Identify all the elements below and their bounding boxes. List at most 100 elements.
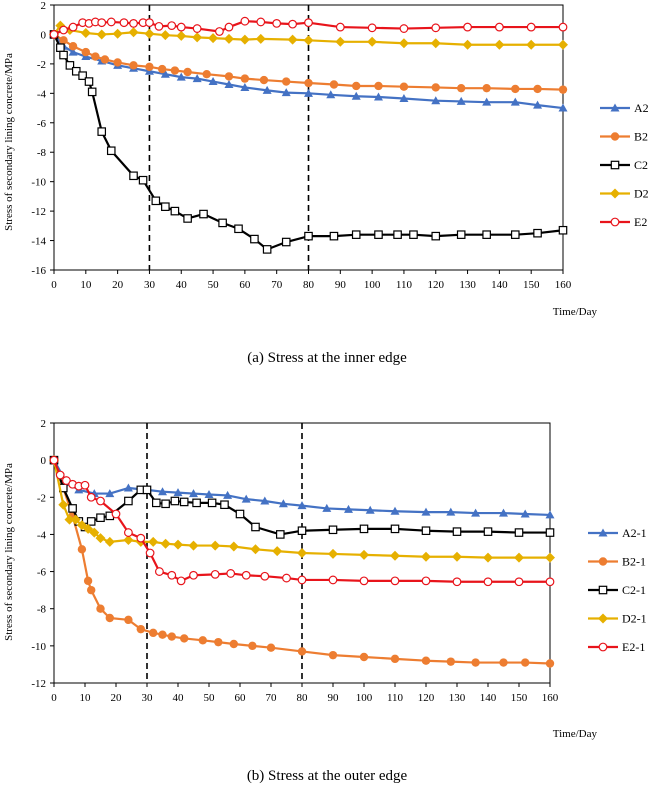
data-point (374, 230, 383, 239)
data-point (138, 175, 148, 185)
y-tick-label: -8 (37, 147, 47, 159)
legend-item: B2-1 (588, 555, 646, 569)
data-point (106, 146, 116, 156)
legend-label: B2-1 (622, 555, 646, 569)
data-point (224, 72, 234, 81)
data-point (399, 82, 409, 91)
data-point (399, 24, 409, 33)
data-point (390, 506, 400, 515)
data-point (224, 22, 234, 32)
data-point (282, 573, 291, 583)
data-point (170, 496, 180, 506)
data-point (192, 74, 202, 83)
x-tick-label: 160 (542, 692, 559, 704)
data-point (176, 30, 187, 41)
data-point (558, 225, 568, 235)
x-tick-label: 90 (328, 692, 340, 704)
y-tick-label: -16 (31, 265, 46, 277)
data-point (119, 18, 129, 28)
data-point (129, 19, 138, 28)
data-point (471, 658, 480, 667)
series-E2 (49, 16, 568, 39)
legend-marker (598, 642, 608, 652)
data-point (176, 22, 186, 32)
data-point (105, 489, 115, 498)
data-point (189, 489, 198, 498)
data-point (526, 22, 536, 32)
data-point (65, 61, 75, 70)
data-point (56, 43, 65, 52)
data-point (359, 652, 369, 662)
y-tick-label: 2 (41, 0, 47, 12)
data-point (105, 613, 115, 623)
x-tick-label: 110 (387, 692, 404, 704)
chart-b: 0 10 20 30 40 50 60 70 80 90 100 110 120 130 140 150 160… (3, 418, 647, 784)
data-point (494, 39, 505, 50)
tick-labels-b: 0 10 20 30 40 50 60 70 80 90 100 110 120 130 140 150 160… (31, 418, 558, 704)
series-line (53, 33, 564, 91)
data-point (241, 570, 251, 580)
data-point (49, 30, 59, 39)
data-point (304, 231, 313, 241)
data-point (62, 476, 71, 485)
data-point (482, 97, 492, 106)
x-tick-label: 80 (303, 279, 315, 291)
data-point (145, 62, 154, 72)
data-point (322, 503, 332, 512)
data-point (100, 55, 110, 64)
data-point (123, 535, 134, 545)
x-tick-label: 140 (480, 692, 497, 704)
y-tick-label: -4 (37, 529, 47, 541)
data-point (68, 47, 78, 56)
data-point (96, 604, 105, 613)
legend-marker (610, 217, 620, 227)
data-point (456, 96, 466, 105)
data-point (124, 496, 133, 506)
y-tick-label: -10 (31, 641, 46, 653)
data-point (223, 33, 234, 44)
data-point (183, 67, 192, 77)
data-point (129, 61, 138, 70)
data-point (160, 69, 170, 78)
data-point (282, 77, 291, 86)
legend-label: C2 (634, 158, 648, 172)
data-point (210, 569, 220, 579)
x-tick-label: 50 (208, 279, 220, 291)
x-tick-label: 150 (511, 692, 528, 704)
data-point (262, 245, 272, 254)
legend-item: D2-1 (588, 612, 647, 626)
tick-labels-a: 0 10 20 30 40 50 60 70 80 90 100 110 120 130 140 150 160… (31, 0, 571, 291)
data-point (287, 34, 298, 45)
data-point (220, 500, 229, 510)
data-point (250, 544, 261, 555)
y-tick-label: -4 (37, 88, 47, 100)
data-point (83, 576, 93, 586)
legend-label: D2-1 (622, 612, 647, 626)
data-point (452, 551, 462, 562)
x-tick-label: 110 (396, 279, 413, 291)
legend-marker (598, 557, 608, 566)
data-point (112, 28, 123, 39)
data-point (421, 656, 431, 665)
data-point (304, 78, 313, 88)
data-point (80, 480, 90, 490)
data-point (183, 214, 192, 223)
data-point (68, 42, 78, 51)
data-point (272, 19, 282, 28)
chart-a: 0 10 20 30 40 50 60 70 80 90 100 110 120 130 140 150 160… (3, 0, 649, 366)
legend-a: A2 B2 C2 D2 E2 (600, 101, 649, 229)
y-tick-label: -12 (31, 206, 46, 218)
x-tick-label: 60 (239, 279, 251, 291)
data-point (452, 577, 462, 587)
plot-area-a (50, 4, 564, 274)
data-point (510, 97, 520, 106)
data-point (328, 575, 338, 585)
data-point (104, 536, 115, 547)
data-point (64, 514, 75, 525)
data-point (223, 490, 233, 499)
data-point (81, 47, 91, 57)
data-point (240, 16, 250, 26)
data-point (281, 237, 291, 247)
x-tick-label: 130 (449, 692, 466, 704)
